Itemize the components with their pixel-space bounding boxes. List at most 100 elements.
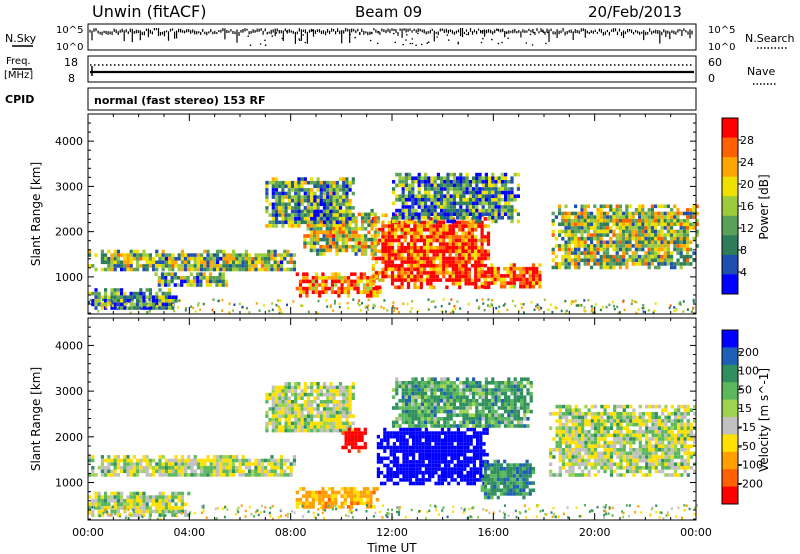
heatmap-cell bbox=[360, 245, 365, 249]
heatmap-cell bbox=[634, 218, 638, 223]
heatmap-cell bbox=[418, 478, 422, 482]
heatmap-cell bbox=[260, 473, 264, 477]
heatmap-cell bbox=[387, 235, 391, 239]
heatmap-cell bbox=[448, 263, 452, 268]
heatmap-cell bbox=[663, 254, 667, 259]
heatmap-cell bbox=[168, 291, 172, 296]
heatmap-cell bbox=[330, 505, 335, 509]
heatmap-cell bbox=[463, 449, 467, 453]
heatmap-cell bbox=[590, 218, 594, 223]
heatmap-cell bbox=[638, 208, 642, 212]
heatmap-cell bbox=[666, 244, 670, 248]
heatmap-cell bbox=[679, 244, 683, 248]
heatmap-cell bbox=[400, 227, 404, 232]
heatmap-cell bbox=[120, 295, 124, 299]
heatmap-cell bbox=[392, 190, 396, 195]
heatmap-cell bbox=[634, 233, 638, 237]
heatmap-cell bbox=[452, 201, 456, 206]
heatmap-cell bbox=[176, 283, 181, 287]
heatmap-cell bbox=[480, 220, 484, 225]
heatmap-cell bbox=[673, 204, 677, 209]
heatmap-cell bbox=[450, 445, 454, 450]
heatmap-cell bbox=[574, 262, 578, 266]
heatmap-cell bbox=[647, 218, 651, 223]
heatmap-cell bbox=[428, 478, 432, 482]
heatmap-cell bbox=[449, 208, 453, 213]
heatmap-cell bbox=[615, 211, 619, 216]
heatmap-cell bbox=[512, 284, 516, 289]
heatmap-cell bbox=[281, 389, 285, 393]
heatmap-cell bbox=[602, 211, 606, 216]
heatmap-cell bbox=[660, 226, 664, 230]
heatmap-cell bbox=[461, 224, 465, 228]
heatmap-cell bbox=[396, 474, 400, 479]
heatmap-cell bbox=[222, 253, 226, 257]
heatmap-cell bbox=[475, 194, 479, 198]
heatmap-cell bbox=[364, 234, 368, 238]
heatmap-cell bbox=[583, 222, 587, 227]
heatmap-cell bbox=[456, 431, 460, 435]
heatmap-cell bbox=[657, 265, 661, 270]
heatmap-cell bbox=[278, 396, 282, 400]
heatmap-cell bbox=[345, 213, 349, 217]
heatmap-cell bbox=[402, 434, 406, 439]
heatmap-cell bbox=[319, 223, 323, 227]
heatmap-cell bbox=[433, 201, 437, 206]
heatmap-cell bbox=[389, 445, 393, 450]
heatmap-cell bbox=[132, 509, 136, 514]
heatmap-cell bbox=[310, 195, 314, 199]
heatmap-cell bbox=[396, 481, 400, 486]
heatmap-cell bbox=[344, 230, 349, 235]
heatmap-cell bbox=[190, 305, 193, 308]
heatmap-cell bbox=[466, 478, 470, 482]
heatmap-cell bbox=[531, 481, 536, 485]
heatmap-cell bbox=[225, 260, 229, 265]
heatmap-cell bbox=[390, 267, 395, 272]
heatmap-cell bbox=[418, 431, 422, 435]
heatmap-cell bbox=[577, 215, 581, 219]
heatmap-cell bbox=[630, 302, 633, 306]
heatmap-cell bbox=[453, 467, 457, 471]
heatmap-cell bbox=[126, 502, 130, 507]
heatmap-cell bbox=[342, 202, 346, 207]
heatmap-cell bbox=[410, 249, 414, 254]
heatmap-cell bbox=[507, 212, 511, 216]
heatmap-cell bbox=[535, 270, 539, 275]
heatmap-cell bbox=[327, 494, 331, 498]
heatmap-cell bbox=[94, 267, 98, 272]
heatmap-cell bbox=[104, 502, 108, 507]
heatmap-cell bbox=[180, 276, 184, 280]
heatmap-cell bbox=[321, 490, 325, 495]
heatmap-cell bbox=[354, 230, 358, 235]
heatmap-cell bbox=[660, 218, 664, 223]
heatmap-cell bbox=[479, 438, 483, 443]
heatmap-cell bbox=[100, 462, 104, 466]
heatmap-cell bbox=[618, 208, 622, 212]
heatmap-cell bbox=[437, 481, 441, 486]
heatmap-cell bbox=[644, 218, 648, 223]
heatmap-cell bbox=[490, 463, 494, 467]
heatmap-cell bbox=[480, 284, 484, 289]
heatmap-cell bbox=[682, 300, 685, 303]
heatmap-cell bbox=[483, 477, 488, 482]
heatmap-cell bbox=[461, 245, 465, 250]
heatmap-cell bbox=[408, 467, 412, 471]
heatmap-cell bbox=[306, 227, 310, 231]
heatmap-cell bbox=[334, 283, 338, 287]
heatmap-cell bbox=[177, 253, 181, 257]
heatmap-cell bbox=[435, 231, 439, 236]
heatmap-cell bbox=[212, 267, 216, 272]
heatmap-cell bbox=[528, 463, 532, 467]
heatmap-cell bbox=[459, 172, 463, 177]
heatmap-cell bbox=[370, 245, 374, 249]
heatmap-cell bbox=[390, 249, 395, 254]
heatmap-cell bbox=[235, 465, 239, 470]
heatmap-cell bbox=[324, 276, 328, 280]
heatmap-cell bbox=[650, 211, 654, 216]
heatmap-cell bbox=[638, 233, 642, 237]
heatmap-cell bbox=[232, 473, 236, 477]
heatmap-cell bbox=[448, 249, 452, 254]
heatmap-cell bbox=[281, 213, 285, 217]
heatmap-cell bbox=[401, 198, 405, 202]
heatmap-cell bbox=[271, 177, 275, 181]
